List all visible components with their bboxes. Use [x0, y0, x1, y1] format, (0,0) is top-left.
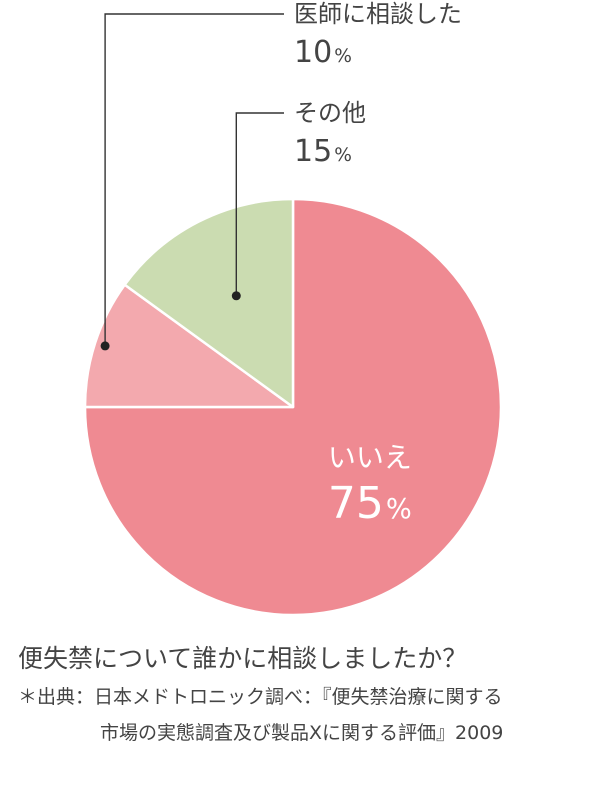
- chart-question: 便失禁について誰かに相談しましたか？: [18, 644, 468, 673]
- slice-value-0-unit: %: [385, 493, 412, 525]
- slice-value-2-unit: %: [334, 145, 352, 166]
- leader-dot-2: [231, 291, 241, 301]
- leader-dot-1: [100, 341, 110, 351]
- pie-slice-0: [83, 197, 503, 617]
- slice-value-1-unit: %: [334, 46, 352, 67]
- slice-value-1: 10%: [294, 36, 352, 74]
- leader-line-1: [104, 13, 284, 346]
- slice-value-2: 15%: [294, 135, 352, 173]
- slice-label-0: いいえ: [327, 440, 412, 474]
- leader-line-2: [235, 112, 284, 296]
- pie-slice-2: [123, 197, 295, 409]
- slice-value-0-number: 75: [327, 477, 384, 529]
- source-note-line-1: ＊出典：日本メドトロニック調べ：『便失禁治療に関する: [18, 686, 503, 708]
- source-note-line-2: 市場の実態調査及び製品Xに関する評価』2009: [100, 722, 504, 744]
- slice-label-2: その他: [294, 99, 366, 127]
- slice-value-1-number: 10: [294, 35, 333, 70]
- slice-value-0: 75%: [327, 477, 412, 534]
- pie-chart: [83, 13, 503, 617]
- slice-value-2-number: 15: [294, 134, 333, 169]
- slice-label-1: 医師に相談した: [294, 0, 462, 28]
- pie-slice-1: [83, 283, 295, 409]
